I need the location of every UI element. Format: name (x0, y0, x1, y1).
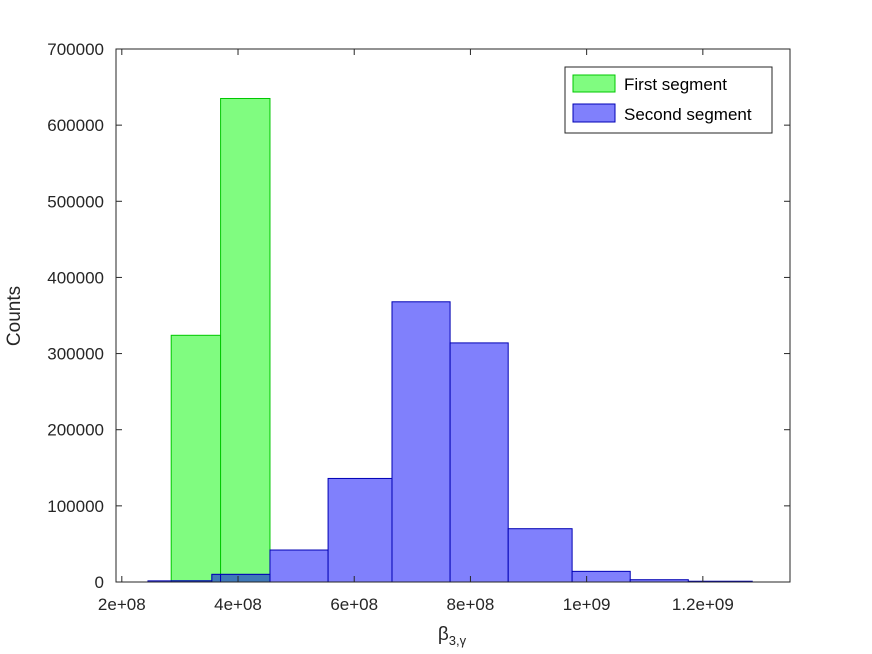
second-segment-bar-3 (269, 549, 329, 583)
y-tick-label: 400000 (47, 268, 104, 287)
x-axis-label-subscript: 3,γ (449, 633, 467, 648)
legend-swatch-second-segment (572, 103, 616, 123)
x-tick-label: 2e+08 (98, 595, 146, 614)
y-tick-label: 100000 (47, 497, 104, 516)
y-tick-label: 200000 (47, 421, 104, 440)
x-tick-label: 1.2e+09 (672, 595, 734, 614)
x-tick-label: 4e+08 (214, 595, 262, 614)
first-segment-bars (170, 97, 271, 583)
x-tick-label: 8e+08 (447, 595, 495, 614)
x-axis-label-main: β (438, 624, 449, 645)
overlap-bar-2 (220, 573, 271, 583)
legend: First segment Second segment (564, 66, 773, 134)
y-tick-label: 700000 (47, 40, 104, 59)
second-segment-bar-7 (507, 528, 573, 583)
axis-ticks: 2e+08 4e+08 6e+08 8e+08 1e+09 1.2e+09 0 100000 2… (47, 40, 790, 614)
overlap-bar-2 (211, 573, 222, 583)
second-segment-bar-5 (391, 301, 451, 583)
second-segment-bar-8 (571, 570, 631, 583)
x-axis-label: β3,γ (438, 624, 467, 648)
second-segment-bars (147, 301, 753, 583)
y-tick-label: 600000 (47, 116, 104, 135)
second-segment-bar-4 (327, 477, 393, 583)
legend-swatch-first-segment (572, 74, 616, 93)
y-tick-label: 500000 (47, 192, 104, 211)
y-tick-label: 300000 (47, 345, 104, 364)
plot-frame (115, 48, 791, 583)
first-segment-bar-1 (170, 334, 222, 583)
x-tick-label: 1e+09 (563, 595, 611, 614)
legend-label-first-segment: First segment (624, 75, 727, 94)
first-segment-bar-2 (220, 97, 271, 583)
x-tick-label: 6e+08 (330, 595, 378, 614)
legend-label-second-segment: Second segment (624, 105, 752, 124)
y-tick-label: 0 (95, 573, 104, 592)
y-axis-label: Counts (4, 286, 25, 346)
second-segment-bar-6 (449, 342, 509, 583)
